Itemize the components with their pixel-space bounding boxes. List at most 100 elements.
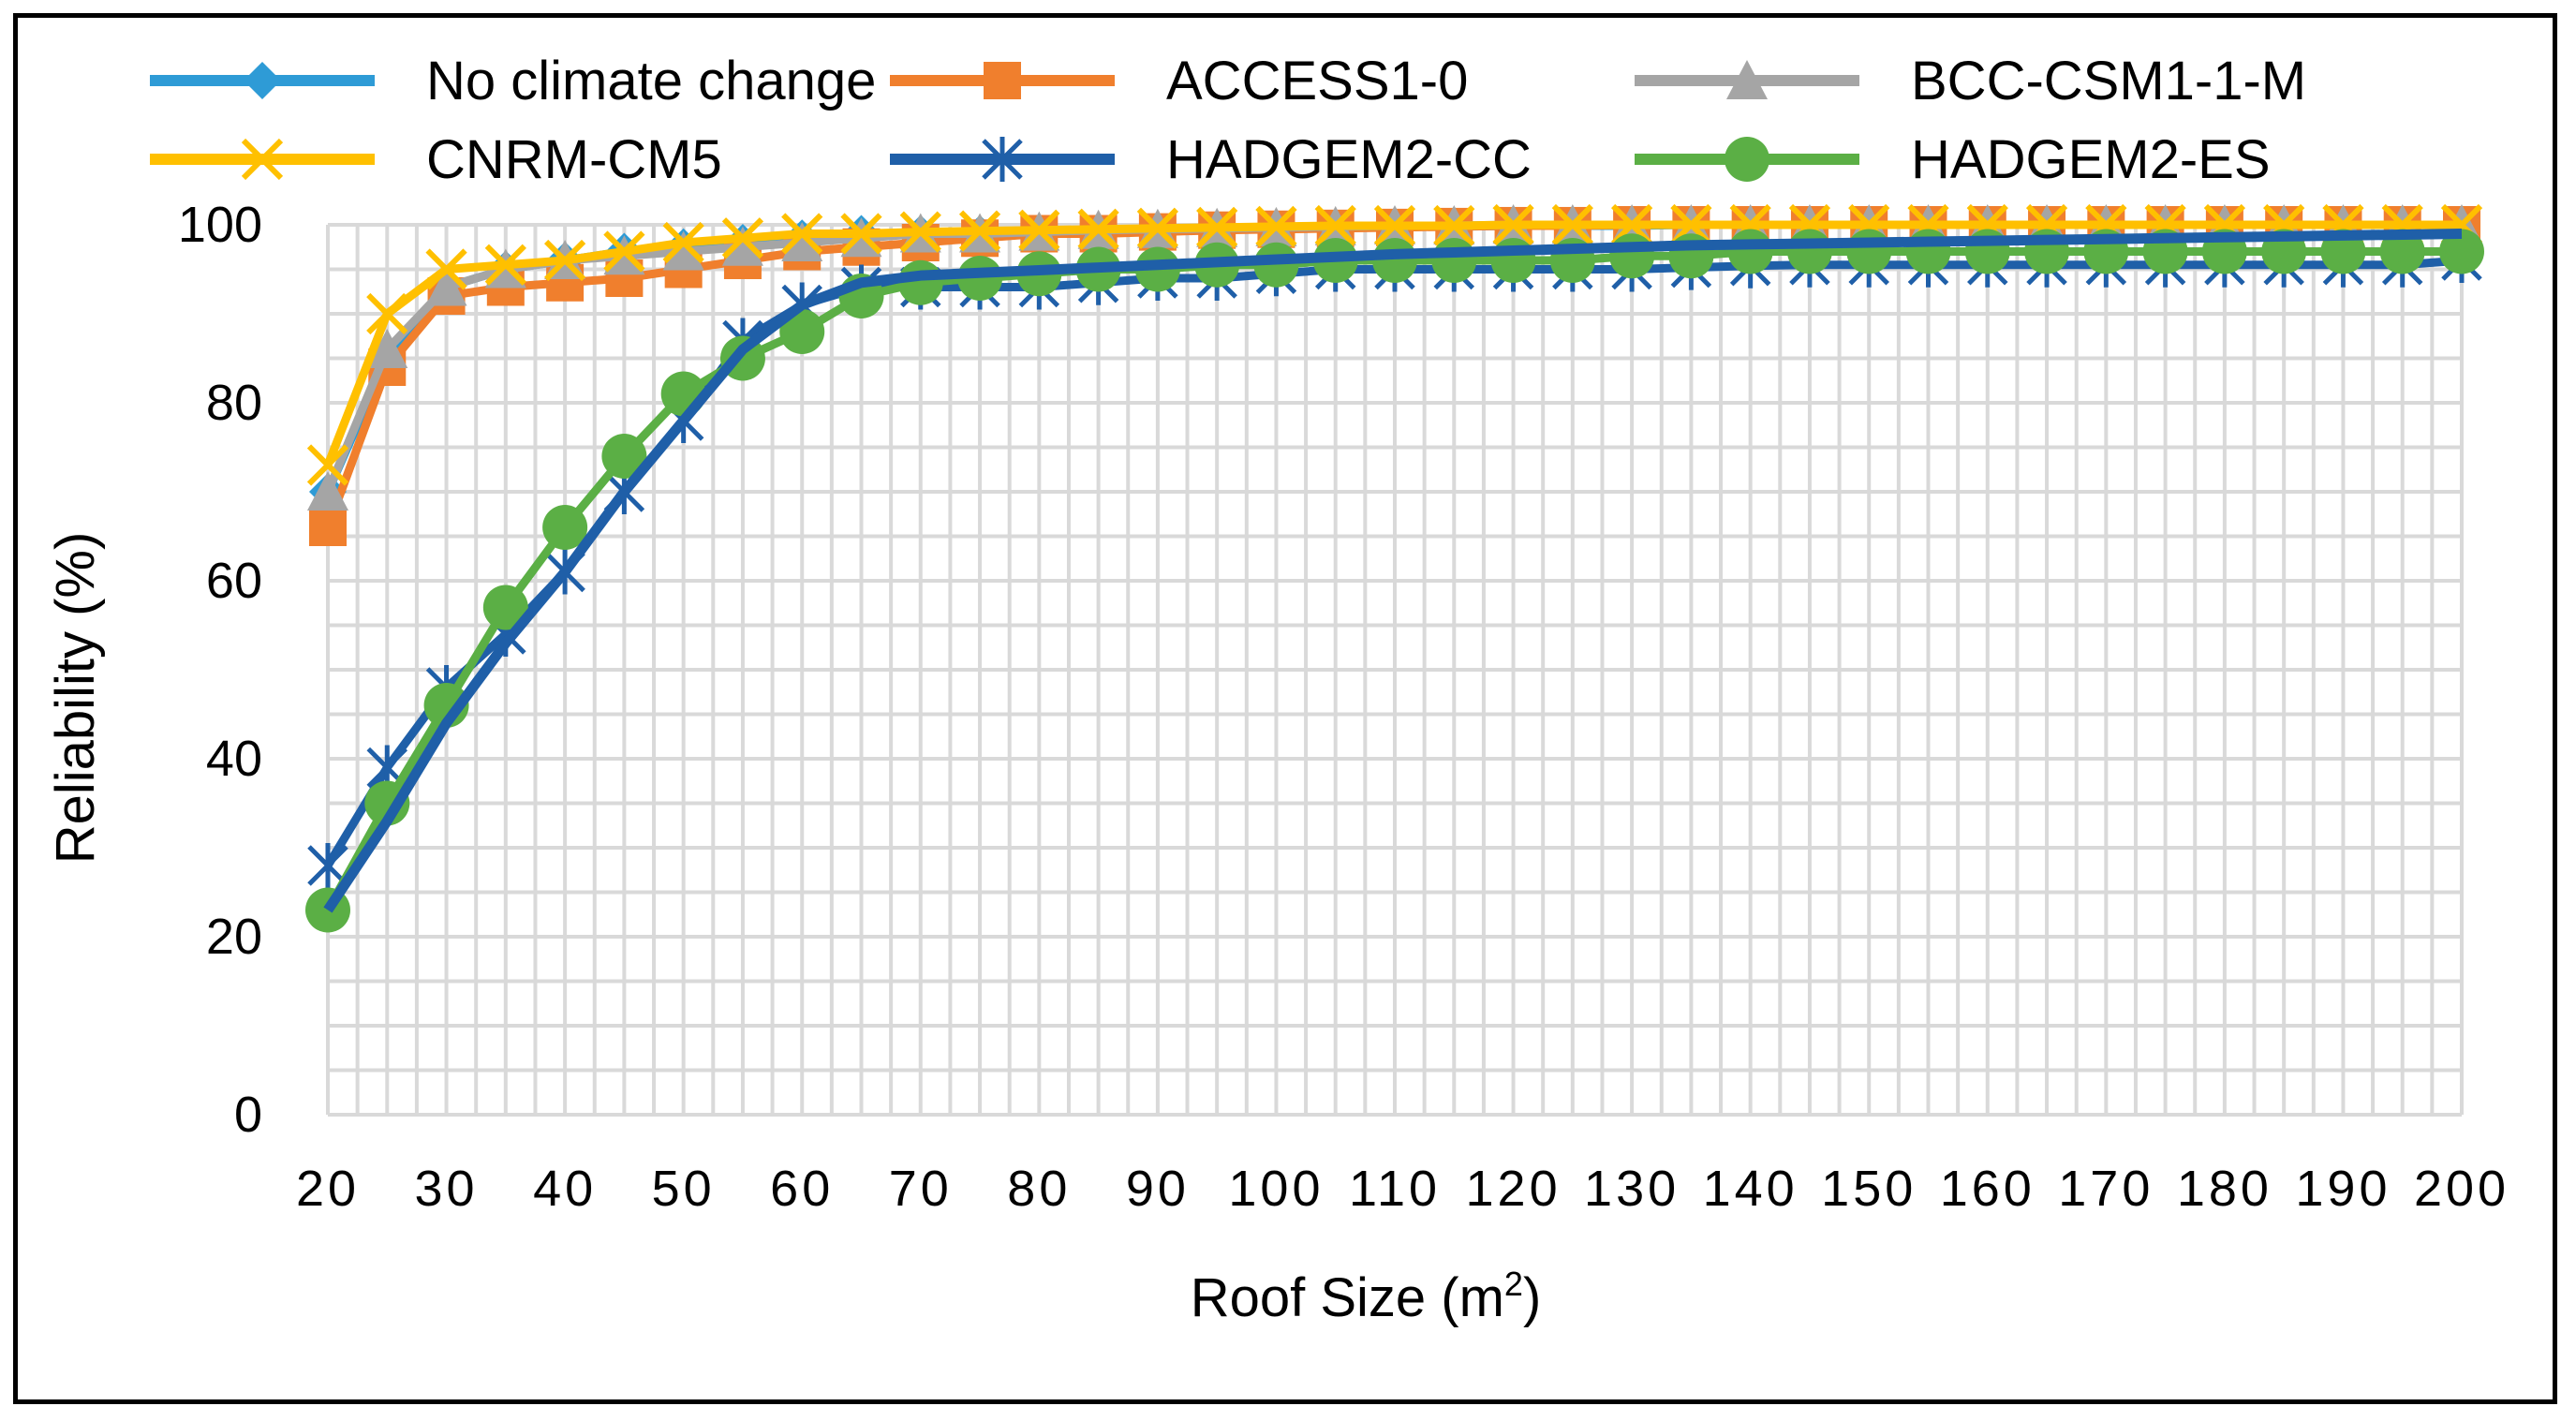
data-point (425, 248, 467, 290)
data-point (1314, 204, 1356, 247)
data-point (1018, 209, 1060, 251)
data-point (2379, 229, 2425, 274)
data-point (603, 230, 645, 273)
x-tick-label: 200 (2414, 1161, 2509, 1217)
x-tick-label: 40 (533, 1161, 597, 1217)
data-point (1727, 229, 1773, 274)
x-tick-label: 50 (652, 1161, 716, 1217)
x-tick-label: 70 (889, 1161, 953, 1217)
data-point (1551, 203, 1593, 246)
data-point (662, 230, 704, 271)
y-axis-title: Reliability (%) (45, 532, 106, 865)
data-point (721, 226, 763, 266)
data-point (1433, 204, 1475, 247)
y-tick-label: 20 (206, 909, 262, 965)
x-tick-label: 90 (1126, 1161, 1190, 1217)
data-point (897, 259, 943, 305)
data-point (721, 217, 764, 259)
legend-item: HADGEM2-ES (1635, 129, 2271, 190)
x-tick-label: 170 (2058, 1161, 2154, 1217)
data-point (1786, 229, 1832, 274)
data-point (1077, 208, 1119, 250)
legend-item: ACCESS1-0 (890, 51, 1468, 111)
x-tick-label: 100 (1228, 1161, 1324, 1217)
data-point (482, 585, 528, 630)
legend-marker (241, 138, 284, 181)
data-point (309, 509, 347, 546)
x-tick-label: 80 (1007, 1161, 1071, 1217)
data-point (366, 329, 408, 368)
data-point (1196, 206, 1238, 248)
data-point (1136, 207, 1179, 249)
legend-label: HADGEM2-ES (1911, 129, 2271, 190)
x-axis-title-close: ) (1523, 1267, 1541, 1328)
y-tick-label: 80 (206, 375, 262, 431)
data-point (601, 434, 647, 479)
x-tick-label: 150 (1821, 1161, 1917, 1217)
data-point (781, 222, 823, 261)
x-axis-title-sup: 2 (1504, 1265, 1523, 1303)
data-point (425, 266, 467, 306)
grid (326, 223, 2464, 1117)
data-point (484, 244, 526, 286)
legend-item: CNRM-CM5 (150, 129, 722, 190)
legend-item: No climate change (150, 51, 876, 111)
trend-line (323, 229, 2463, 913)
legend-marker (1725, 137, 1769, 182)
data-point (840, 213, 882, 255)
data-point (957, 256, 1003, 301)
x-tick-label: 140 (1703, 1161, 1799, 1217)
y-axis-ticks: 0 20 40 60 80 100 (178, 197, 262, 1143)
legend-marker (1726, 60, 1768, 99)
x-tick-label: 110 (1349, 1161, 1441, 1217)
legend-label: BCC-CSM1-1-M (1911, 51, 2306, 111)
x-axis-ticks: 20 30 40 50 60 70 80 90 100 110 120 130 140 150 160 170… (296, 1161, 2509, 1217)
x-axis-title: Roof Size (m2) (1191, 1265, 1542, 1328)
data-point (1609, 233, 1655, 279)
x-tick-label: 160 (1940, 1161, 2036, 1217)
data-point (1372, 238, 1417, 283)
data-point (1373, 204, 1416, 247)
y-tick-label: 40 (206, 731, 262, 787)
data-point (779, 309, 825, 354)
data-point (1253, 242, 1299, 288)
data-point (1490, 238, 1536, 283)
series-group (305, 203, 2484, 933)
data-point (1431, 238, 1477, 283)
data-point (543, 239, 586, 282)
x-tick-label: 130 (1584, 1161, 1680, 1217)
data-point (307, 843, 348, 888)
legend-marker (984, 62, 1021, 99)
legend-label: ACCESS1-0 (1166, 51, 1468, 111)
y-tick-label: 0 (234, 1087, 262, 1143)
legend: No climate change ACCESS1-0 BCC-CSM1-1-M CN… (150, 51, 2306, 190)
x-axis-title-main: Roof Size (m (1191, 1267, 1504, 1328)
data-point (542, 505, 588, 550)
data-point (1905, 229, 1951, 274)
y-tick-label: 100 (178, 197, 262, 253)
legend-label: HADGEM2-CC (1166, 129, 1532, 190)
data-point (1492, 203, 1534, 246)
x-tick-label: 20 (296, 1161, 360, 1217)
x-tick-label: 60 (770, 1161, 834, 1217)
legend-label: CNRM-CM5 (426, 129, 722, 190)
x-tick-label: 30 (415, 1161, 479, 1217)
data-point (1255, 205, 1297, 248)
trend-line-group (323, 229, 2463, 913)
y-tick-label: 60 (206, 553, 262, 609)
series-cnrm-cm5 (306, 203, 2483, 486)
data-point (899, 211, 941, 253)
x-tick-label: 120 (1466, 1161, 1562, 1217)
x-tick-label: 190 (2295, 1161, 2391, 1217)
legend-item: HADGEM2-CC (890, 129, 1532, 190)
data-point (307, 471, 348, 511)
legend-label: No climate change (426, 51, 876, 111)
x-tick-label: 180 (2177, 1161, 2273, 1217)
data-point (662, 221, 704, 264)
data-point (364, 780, 410, 826)
data-point (958, 210, 1001, 252)
legend-marker (982, 137, 1023, 182)
data-point (1846, 229, 1892, 274)
data-point (2439, 229, 2484, 274)
